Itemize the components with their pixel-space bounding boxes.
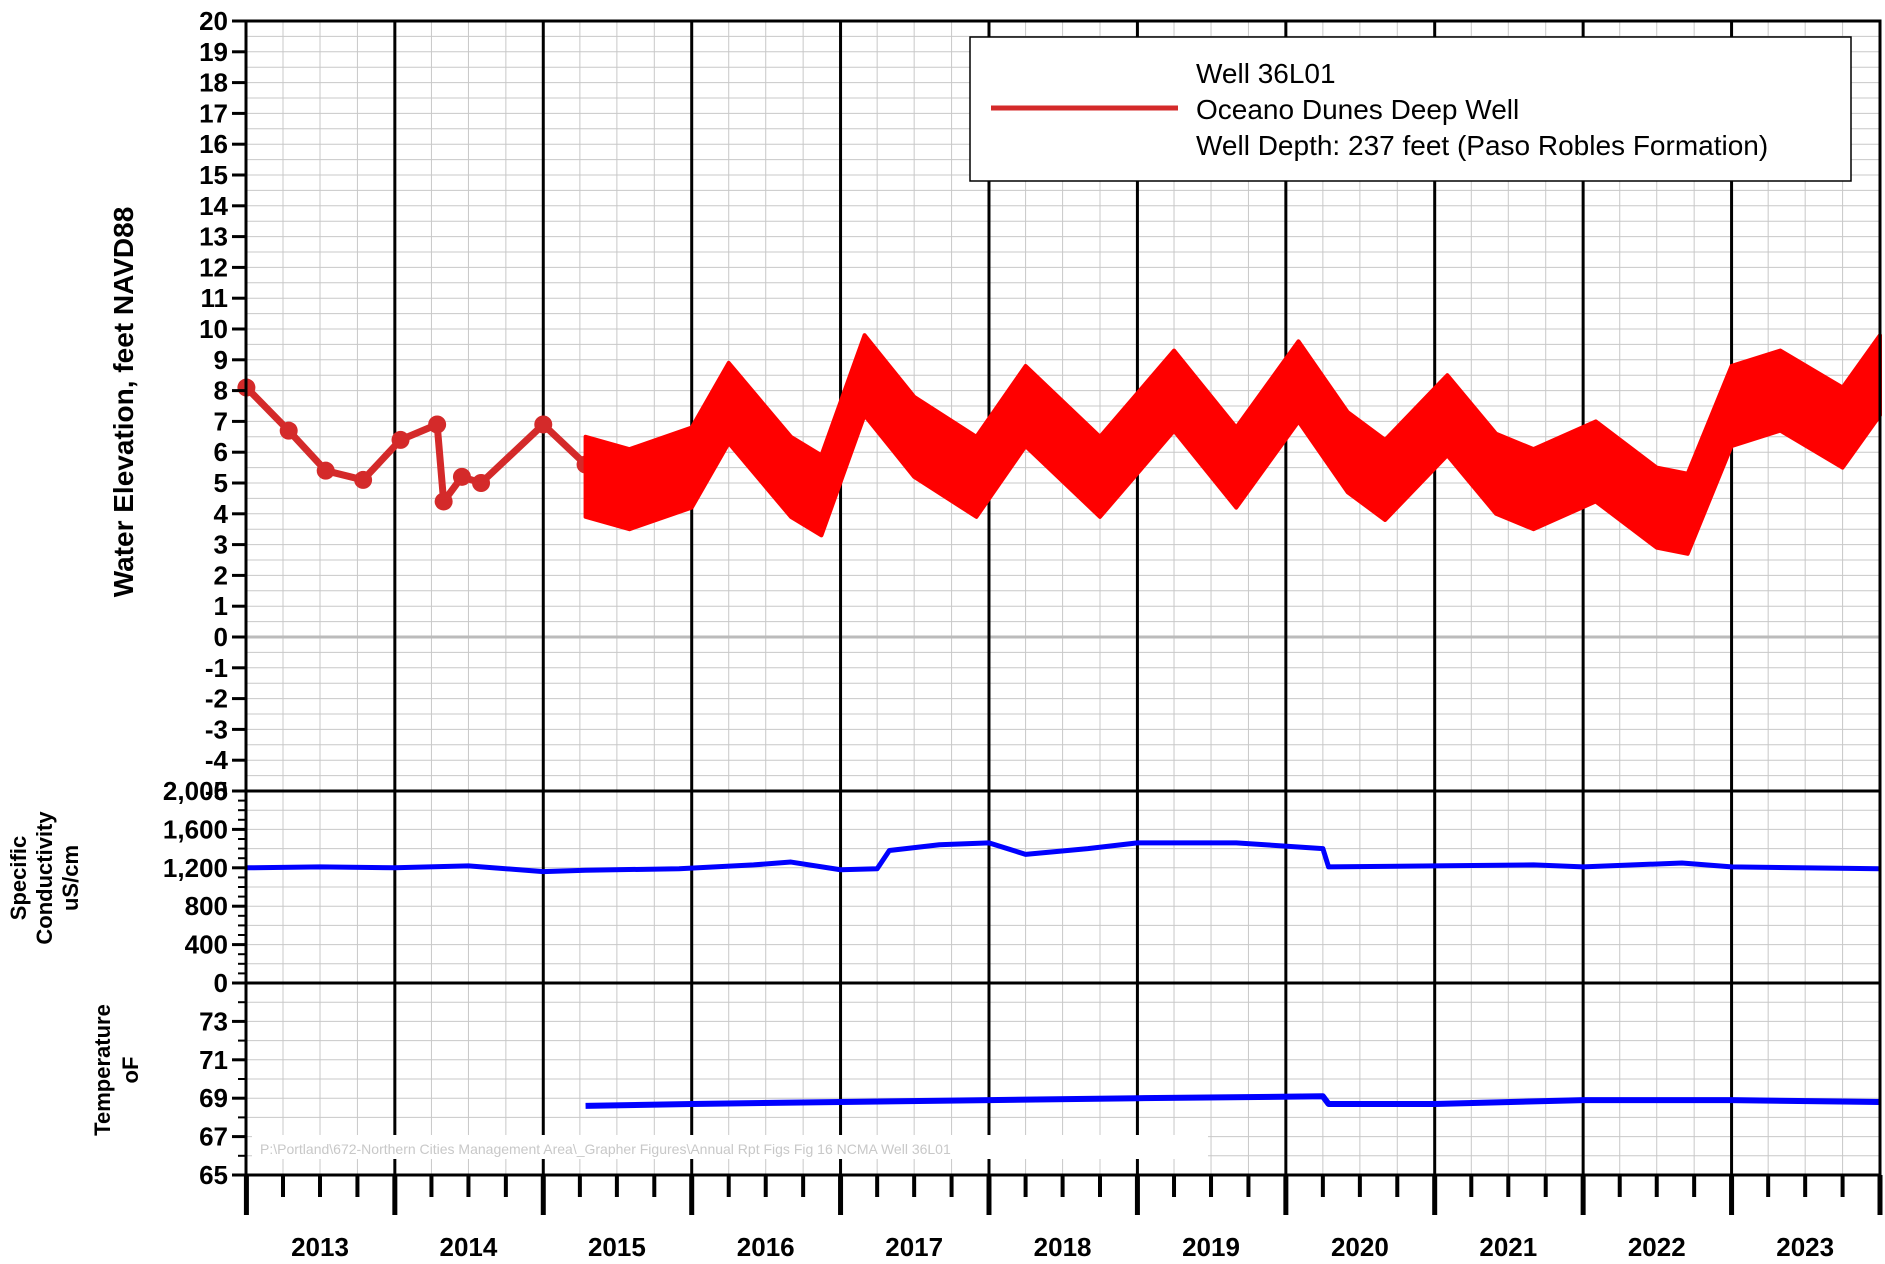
legend: Well 36L01 Oceano Dunes Deep Well Well D… [969, 36, 1852, 182]
file-path-text: P:\Portland\672-Northern Cities Manageme… [260, 1141, 951, 1157]
y-tick-label: 3 [214, 530, 228, 560]
file-path-background [252, 1135, 1208, 1159]
y-tick-label: 800 [185, 891, 228, 921]
data-point [391, 430, 410, 449]
y-tick-label: -2 [205, 684, 228, 714]
y-tick-label: 2 [214, 560, 228, 590]
y-tick-label: 1,200 [163, 853, 228, 883]
series-temperature [585, 1093, 1881, 1109]
conductivity-axis-line-1: Specific [6, 836, 31, 920]
y-tick-label: -3 [205, 714, 228, 744]
data-point [452, 467, 471, 486]
y-tick-label: 2,000 [163, 776, 228, 806]
x-year-label: 2013 [291, 1232, 349, 1262]
y-tick-label: 1 [214, 591, 228, 621]
y-tick-label: 71 [199, 1045, 228, 1075]
y-tick-label: -5 [205, 776, 228, 806]
y-tick-label: 12 [199, 252, 228, 282]
x-year-label: 2016 [737, 1232, 795, 1262]
data-point [534, 415, 553, 434]
y-tick-label: -1 [205, 653, 228, 683]
y-tick-label: 8 [214, 376, 228, 406]
conductivity-axis-title: Specific Conductivity uS/cm [6, 811, 83, 945]
series-manual-measurements [243, 385, 588, 505]
conductivity-grid [245, 790, 1881, 984]
y-tick-label: 16 [199, 129, 228, 159]
y-tick-label: 65 [199, 1160, 228, 1190]
y-tick-label: 1,600 [163, 814, 228, 844]
legend-line-1: Well 36L01 [1196, 58, 1336, 89]
x-year-label: 2020 [1331, 1232, 1389, 1262]
water-elevation-axis-title: Water Elevation, feet NAVD88 [108, 207, 139, 598]
y-tick-label: 15 [199, 160, 228, 190]
y-tick-label: -4 [205, 745, 229, 775]
y-tick-label: 5 [214, 468, 228, 498]
y-tick-label: 7 [214, 406, 228, 436]
data-point [428, 415, 447, 434]
y-tick-label: 67 [199, 1122, 228, 1152]
y-tick-label: 19 [199, 37, 228, 67]
temperature-axis-line-1: Temperature [90, 1004, 115, 1136]
y-tick-label: 400 [185, 930, 228, 960]
temperature-axis-line-2: oF [118, 1057, 143, 1084]
x-year-label: 2015 [588, 1232, 646, 1262]
y-tick-label: 20 [199, 6, 228, 36]
series-layer [237, 333, 1882, 1109]
y-tick-label: 13 [199, 222, 228, 252]
x-year-label: 2019 [1182, 1232, 1240, 1262]
y-tick-label: 18 [199, 68, 228, 98]
series-conductivity [246, 840, 1881, 875]
y-tick-label: 0 [214, 968, 228, 998]
y-tick-label: 10 [199, 314, 228, 344]
x-axis-ticks: 2013 2014 2015 2016 2017 2018 2019 2020 2021 2022… [243, 1175, 1883, 1262]
x-year-label: 2023 [1776, 1232, 1834, 1262]
data-point [354, 470, 373, 489]
y-tick-label: 4 [214, 499, 229, 529]
y-tick-label: 0 [214, 622, 228, 652]
y-tick-label: 17 [199, 98, 228, 128]
x-year-label: 2021 [1479, 1232, 1537, 1262]
y-tick-label: 73 [199, 1006, 228, 1036]
legend-line-3: Well Depth: 237 feet (Paso Robles Format… [1196, 130, 1768, 161]
data-point [279, 421, 298, 440]
x-year-label: 2014 [440, 1232, 498, 1262]
x-year-label: 2018 [1034, 1232, 1092, 1262]
y-tick-label: 69 [199, 1083, 228, 1113]
x-year-label: 2022 [1628, 1232, 1686, 1262]
y-tick-labels: 20191817161514131211109876543210-1-2-3-4… [163, 6, 246, 1190]
series-transducer-band [583, 333, 1882, 556]
x-year-label: 2017 [885, 1232, 943, 1262]
data-point [434, 492, 453, 511]
y-tick-label: 9 [214, 345, 228, 375]
y-tick-label: 11 [201, 283, 229, 313]
conductivity-axis-line-2: Conductivity [32, 811, 57, 945]
data-point [316, 461, 335, 480]
data-point [472, 474, 491, 492]
legend-line-2: Oceano Dunes Deep Well [1196, 94, 1519, 125]
y-tick-label: 14 [199, 191, 228, 221]
temperature-axis-title: Temperature oF [90, 1004, 143, 1136]
conductivity-axis-line-3: uS/cm [58, 845, 83, 911]
y-tick-label: 6 [214, 437, 228, 467]
